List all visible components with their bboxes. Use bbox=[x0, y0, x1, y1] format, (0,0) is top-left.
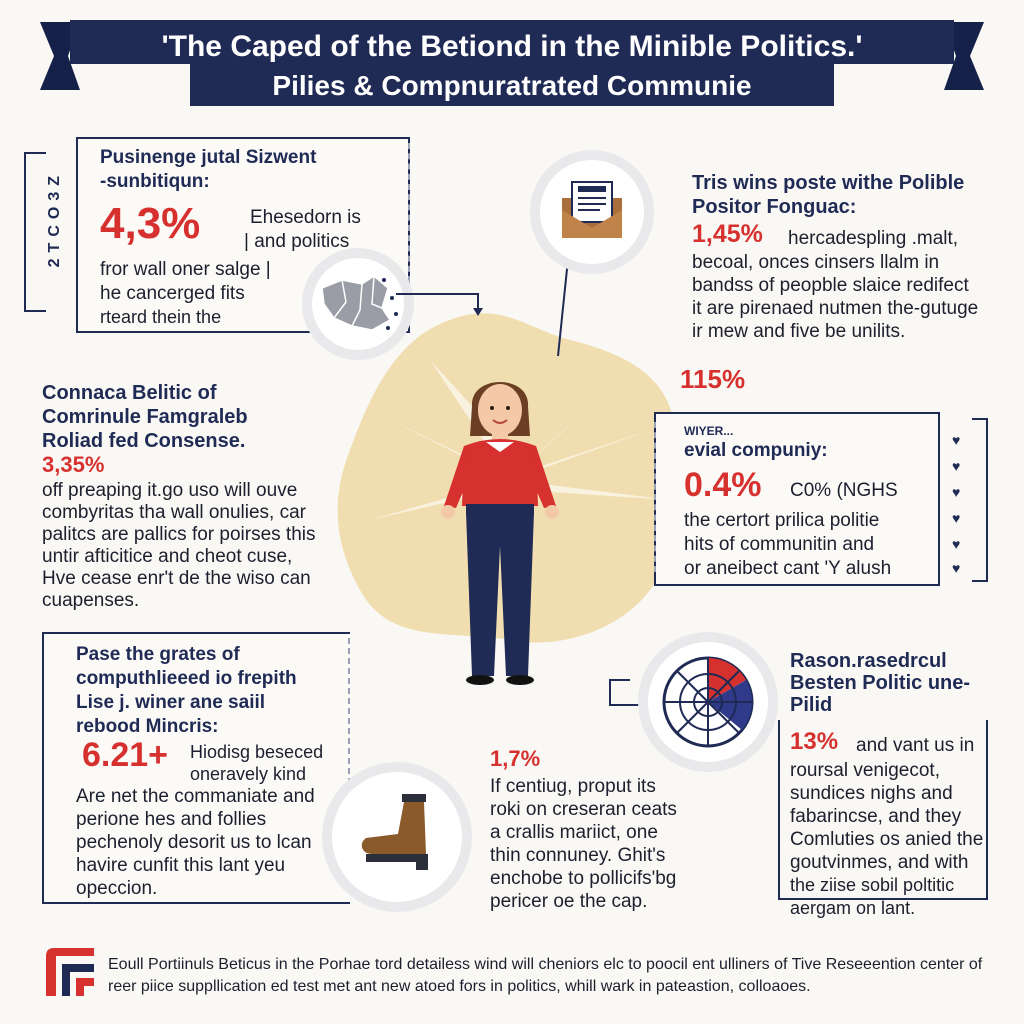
right-top-stat: 1,45% bbox=[692, 220, 763, 248]
right-bottom-heading: Rason.rasedrcul bbox=[790, 650, 947, 672]
stat-caption: Hiodisg beseced bbox=[190, 742, 324, 762]
pie-chart-icon bbox=[662, 656, 754, 748]
heart-icon: ♥ bbox=[952, 458, 961, 474]
left-mid-stat: 3,35% bbox=[42, 452, 105, 477]
right-bottom-line: aergam on lant. bbox=[790, 898, 916, 918]
heart-icon: ♥ bbox=[952, 510, 961, 526]
card-line: pechenoly desorit us to lcan bbox=[76, 832, 312, 853]
right-top-subheading: Positor Fonguac: bbox=[692, 196, 857, 218]
left-mid-heading: Connaca Belitic of bbox=[42, 382, 217, 404]
boot-icon-circle bbox=[322, 762, 472, 912]
right-bottom-line: roursal venigecot, bbox=[790, 760, 940, 781]
card-line: havire cunfit this lant yeu bbox=[76, 855, 286, 876]
right-top-line: bandss of peopble slaice redifect bbox=[692, 275, 969, 296]
stat-value: 0.4% bbox=[684, 466, 762, 504]
heart-icon: ♥ bbox=[952, 536, 961, 552]
left-mid-heading: Comrinule Famgraleb bbox=[42, 406, 248, 428]
stat-caption: oneravely kind bbox=[190, 764, 307, 784]
card-line: opeccion. bbox=[76, 878, 158, 899]
stat-caption: C0% (NGHS bbox=[790, 480, 898, 501]
card-heading: Pase the grates of bbox=[76, 644, 240, 665]
side-ruler bbox=[24, 152, 46, 312]
hearts-ruler bbox=[972, 418, 988, 582]
card-line: or aneibect cant 'Y alush bbox=[684, 558, 892, 579]
envelope-icon-circle bbox=[530, 150, 654, 274]
map-icon bbox=[302, 248, 414, 360]
center-bottom-line: pericer oe the cap. bbox=[490, 891, 648, 912]
card-line: perione hes and follies bbox=[76, 809, 267, 830]
right-bottom-line: fabarincse, and they bbox=[790, 806, 962, 827]
card-heading: Lise j. winer ane saiil bbox=[76, 692, 266, 713]
center-bottom-stat: 1,7% bbox=[490, 746, 541, 771]
right-top-line: becoal, onces cinsers llalm in bbox=[692, 252, 940, 273]
card-line: hits of communitin and bbox=[684, 534, 875, 555]
side-ruler-label: 2TCO3Z bbox=[46, 170, 63, 268]
card-heading: Pusinenge jutal Sizwent bbox=[100, 147, 317, 168]
right-bottom-line: goutvinmes, and with bbox=[790, 852, 969, 873]
pie-chart-icon-circle bbox=[638, 632, 778, 772]
card-heading: rebood Mincris: bbox=[76, 716, 219, 737]
card-label-small: WIYER... bbox=[684, 424, 734, 438]
left-mid-heading: Roliad fed Consense. bbox=[42, 430, 246, 452]
center-bottom-line: thin connuney. Ghit's bbox=[490, 845, 666, 866]
right-bottom-line: sundices nighs and bbox=[790, 783, 953, 804]
right-top-heading: Tris wins poste withe Polible bbox=[692, 172, 965, 194]
right-bottom-frame bbox=[778, 720, 988, 900]
heart-icon: ♥ bbox=[952, 560, 961, 576]
center-bottom-line: If centiug, proput its bbox=[490, 776, 656, 797]
banner-title-line2: Pilies & Compnuratrated Communie bbox=[272, 70, 752, 101]
floating-stat: 115% bbox=[680, 364, 746, 394]
card-heading: evial compuniy: bbox=[684, 440, 828, 461]
stat-value: 4,3% bbox=[100, 199, 201, 248]
stat-value: 6.21+ bbox=[82, 736, 169, 774]
center-bottom-line: a crallis mariict, one bbox=[490, 822, 658, 843]
envelope-icon bbox=[562, 181, 622, 238]
boot-icon bbox=[361, 794, 428, 870]
stat-card-top-left: Pusinenge jutal Sizwent -sunbitiqun: 4,3… bbox=[76, 137, 410, 333]
footer-line: reer piice suppllication ed test met ant… bbox=[108, 978, 811, 995]
right-bottom-stat: 13% bbox=[790, 728, 839, 755]
card-subheading: -sunbitiqun: bbox=[100, 171, 210, 192]
stat-caption-1: Ehesedorn is bbox=[250, 207, 361, 228]
card-line: Are net the commaniate and bbox=[76, 786, 315, 807]
card-line: fror wall oner salge | bbox=[100, 259, 271, 280]
stat-card-right-mid: WIYER... evial compuniy: 0.4% C0% (NGHS … bbox=[654, 412, 940, 586]
center-bottom-line: roki on creseran ceats bbox=[490, 799, 677, 820]
right-top-line: ir mew and five be unilits. bbox=[692, 321, 906, 342]
right-bottom-heading: Besten Politic une- bbox=[790, 672, 971, 694]
right-bottom-line: the ziise sobil poltitic bbox=[790, 875, 955, 895]
heart-icon: ♥ bbox=[952, 432, 961, 448]
card-line: rteard thein the bbox=[100, 307, 222, 327]
woman-figure bbox=[441, 382, 559, 685]
right-bottom-line: Comluties os anied the bbox=[790, 829, 984, 850]
logo-icon bbox=[46, 948, 94, 996]
stat-caption-2: | and politics bbox=[244, 231, 350, 252]
left-mid-line: palitcs are pallics for poirses this bbox=[42, 524, 316, 545]
banner-ribbon bbox=[40, 20, 984, 106]
title-banner: 'The Caped of the Betiond in the Minible… bbox=[40, 14, 984, 110]
card-line: the certort prilica politie bbox=[684, 510, 880, 531]
heart-icon: ♥ bbox=[952, 484, 961, 500]
right-bottom-stat-caption: and vant us in bbox=[856, 735, 975, 756]
left-mid-line: Hve cease enr't de the wiso can bbox=[42, 568, 311, 589]
stat-card-bottom-left: Pase the grates of computhlieeed io frep… bbox=[42, 632, 350, 904]
right-top-stat-caption: hercadespling .malt, bbox=[788, 228, 959, 249]
footer-line: Eoull Portiinuls Beticus in the Porhae t… bbox=[108, 956, 983, 973]
left-mid-line: cuapenses. bbox=[42, 590, 140, 611]
left-mid-line: untir afticitice and cheot cuse, bbox=[42, 546, 293, 567]
left-mid-line: combyritas tha wall onulies, car bbox=[42, 502, 306, 523]
center-bottom-line: enchobe to pollicifs'bg bbox=[490, 868, 677, 889]
right-top-line: it are pirenaed nutmen the-gutuge bbox=[692, 298, 979, 319]
banner-title-line1: 'The Caped of the Betiond in the Minible… bbox=[161, 30, 863, 63]
right-bottom-heading: Pilid bbox=[790, 694, 833, 716]
card-heading: computhlieeed io frepith bbox=[76, 668, 297, 689]
left-mid-line: off preaping it.go uso will ouve bbox=[42, 480, 298, 501]
card-line: he cancerged fits bbox=[100, 283, 245, 304]
